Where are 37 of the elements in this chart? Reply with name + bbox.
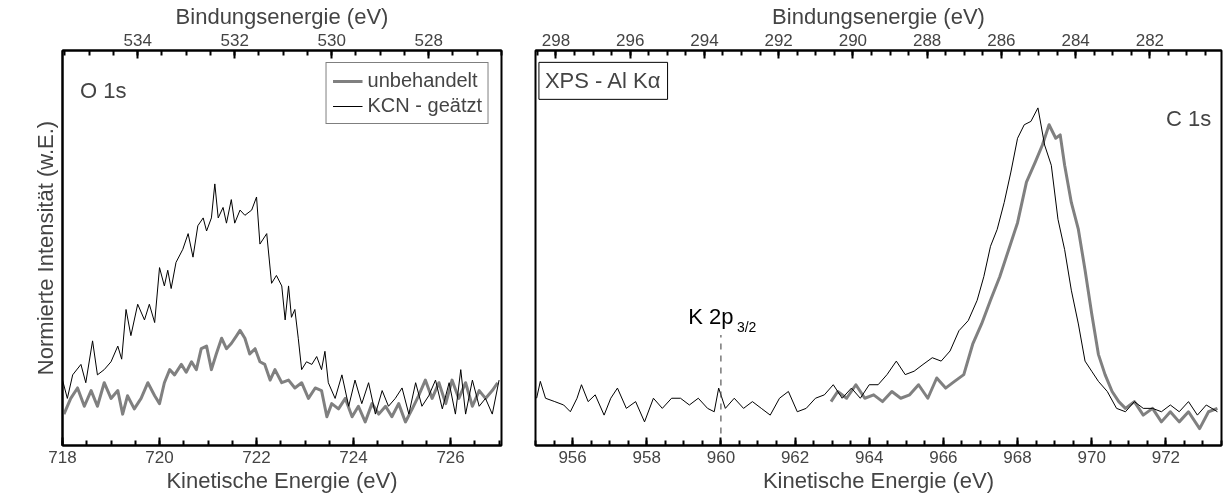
x2-tick-label: 530 <box>317 30 346 50</box>
legend-label: unbehandelt <box>367 69 478 92</box>
x2-tick-label: 288 <box>912 30 942 50</box>
x2-tick-label: 534 <box>123 30 152 50</box>
text: O 1s <box>80 78 127 104</box>
x-axis-title: Kinetische Energie (eV) <box>166 467 398 493</box>
x-axis-title: Kinetische Energie (eV) <box>762 467 995 493</box>
x-tick-label: 970 <box>1077 447 1106 467</box>
x2-tick-label: 298 <box>541 30 571 50</box>
x-tick-label: 724 <box>339 447 368 467</box>
x-tick-label: 966 <box>929 447 958 467</box>
legend-label: KCN - geätzt <box>367 94 482 117</box>
x2-tick-label: 284 <box>1061 30 1090 50</box>
x-tick-label: 958 <box>632 447 661 467</box>
y-axis-title: Normierte Intensität (w.E.) <box>32 120 58 376</box>
x-tick-label: 960 <box>706 447 736 467</box>
x-tick-label: 720 <box>145 447 174 467</box>
x2-tick-label: 282 <box>1135 30 1165 50</box>
x2-tick-label: 286 <box>987 30 1016 50</box>
x-tick-label: 726 <box>436 447 465 467</box>
x2-axis-title: Bindungsenergie (eV) <box>175 3 389 29</box>
x-tick-label: 972 <box>1151 447 1181 467</box>
x-tick-label: 968 <box>1003 447 1032 467</box>
x2-tick-label: 292 <box>764 30 793 50</box>
x2-tick-label: 528 <box>414 30 443 50</box>
x-tick-label: 722 <box>242 447 271 467</box>
x-tick-label: 962 <box>780 447 810 467</box>
x2-tick-label: 290 <box>838 30 868 50</box>
x-tick-label: 956 <box>558 447 587 467</box>
x-tick-label: 718 <box>48 447 77 467</box>
x2-axis-title: Bindungsenergie (eV) <box>772 3 985 29</box>
x2-tick-label: 294 <box>690 30 719 50</box>
annotation: C 1s <box>1165 105 1212 131</box>
text: XPS - Al Kα <box>544 68 661 94</box>
x-tick-label: 964 <box>855 447 884 467</box>
x2-tick-label: 532 <box>220 30 249 50</box>
x2-tick-label: 296 <box>615 30 645 50</box>
